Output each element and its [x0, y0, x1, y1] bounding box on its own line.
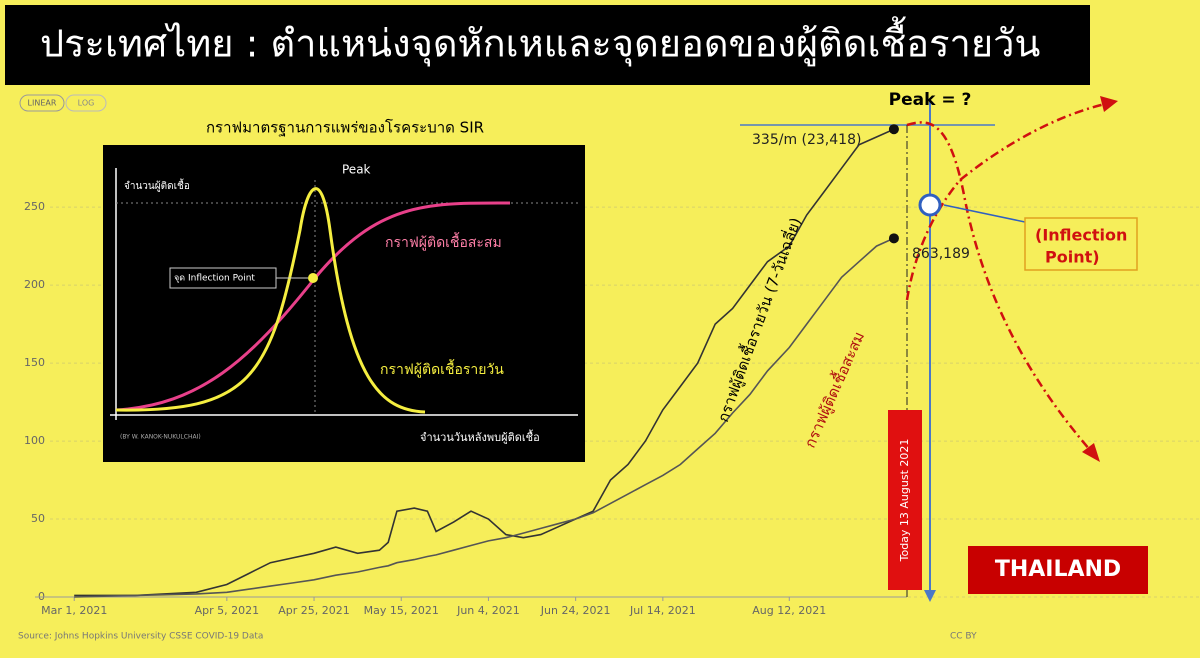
daily-point-label: 335/m (23,418): [752, 132, 861, 148]
inset-cumulative-label: กราฟผู้ติดเชื้อสะสม: [385, 232, 502, 251]
linear-button[interactable]: [19, 94, 65, 112]
inset-daily-curve: [115, 187, 426, 414]
x-tick-label: May 15, 2021: [364, 604, 439, 617]
x-tick-label: Aug 12, 2021: [752, 604, 826, 617]
today-box: [888, 410, 922, 590]
inflection-marker: [918, 193, 942, 217]
inset-x-label: จำนวนวันหลังพบผู้ติดเชื้อ: [420, 429, 540, 444]
x-tick-label: Jul 14, 2021: [629, 604, 696, 617]
end-point: [888, 233, 899, 244]
inset-daily-label: กราฟผู้ติดเชื้อรายวัน: [380, 359, 504, 378]
license: CC BY: [950, 632, 977, 642]
inset-y-label: จำนวนผู้ติดเชื้อ: [124, 178, 190, 192]
arrow-head: [924, 590, 936, 602]
y-tick-label: 100: [24, 434, 45, 447]
title-bar: [5, 5, 1090, 85]
arrow-head: [1082, 443, 1100, 462]
x-tick-label: Apr 5, 2021: [195, 604, 260, 617]
title: ประเทศไทย : ตำแหน่งจุดหักเหและจุดยอดของผ…: [40, 16, 1040, 67]
country-label: THAILAND: [995, 557, 1121, 582]
peak-label: Peak = ?: [889, 90, 972, 110]
x-tick-label: Jun 4, 2021: [456, 604, 520, 617]
log-button[interactable]: [65, 94, 107, 112]
series-line: [74, 237, 895, 598]
inflection-box: [1024, 217, 1138, 271]
y-tick-label: 150: [24, 356, 45, 369]
inflection-label: (Inflection: [1035, 226, 1127, 245]
end-point: [888, 124, 899, 135]
x-tick-label: Jun 24, 2021: [540, 604, 611, 617]
x-tick-label: Apr 25, 2021: [278, 604, 350, 617]
x-tick-label: Mar 1, 2021: [41, 604, 107, 617]
series-line: [74, 128, 895, 597]
inset-inflection-label: จุด Inflection Point: [174, 274, 255, 284]
y-tick-label: 200: [24, 278, 45, 291]
country-box: [968, 546, 1148, 594]
inset-peak-label: Peak: [342, 163, 371, 177]
today-label: Today 13 August 2021: [898, 439, 911, 563]
inset-credit: (BY W. KANOK-NUKULCHAI): [120, 434, 201, 441]
inset-title: กราฟมาตรฐานการแพร่ของโรคระบาด SIR: [206, 119, 484, 137]
inset-inflection-dot: [308, 273, 318, 283]
arrow-head: [1100, 96, 1118, 112]
cumulative-point-label: 863,189: [912, 246, 970, 262]
linear-label[interactable]: LINEAR: [28, 99, 57, 108]
log-label[interactable]: LOG: [78, 99, 95, 108]
inflection-pointer: [943, 204, 1026, 223]
source: Source: Johns Hopkins University CSSE CO…: [18, 632, 263, 642]
inflection-label: Point): [1045, 248, 1100, 267]
y-tick-label: 250: [24, 200, 45, 213]
y-tick-label: 50: [31, 512, 45, 525]
projected-cumulative: [905, 102, 1106, 301]
projected-daily: [906, 121, 1091, 451]
